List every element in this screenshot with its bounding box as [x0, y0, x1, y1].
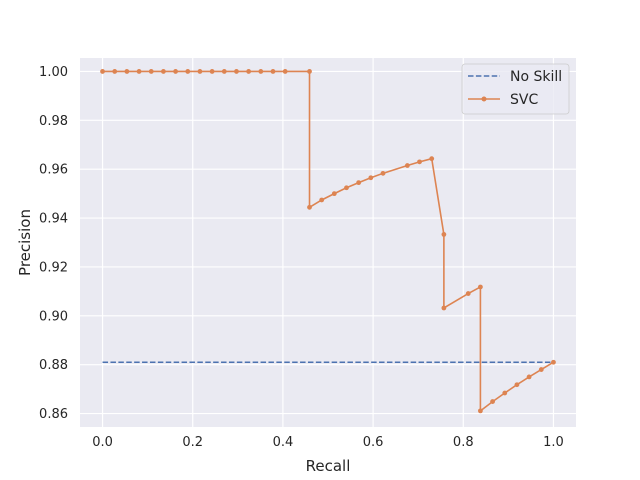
- data-point-svc: [356, 180, 362, 186]
- data-point-svc: [173, 69, 178, 74]
- legend-label-no-skill: No Skill: [510, 69, 562, 85]
- grid-lines: [80, 58, 576, 427]
- legend: No Skill SVC: [461, 63, 570, 115]
- data-point-svc: [478, 408, 483, 414]
- x-tick-label: 0.4: [273, 435, 294, 450]
- data-point-svc: [344, 185, 349, 191]
- data-point-svc: [478, 284, 483, 290]
- data-point-svc: [161, 69, 166, 74]
- x-tick-label: 0.8: [453, 435, 474, 450]
- data-point-svc: [417, 159, 422, 165]
- x-tick-label: 0.2: [182, 435, 203, 450]
- data-point-svc: [112, 69, 118, 74]
- data-point-svc: [465, 291, 471, 296]
- data-point-svc: [319, 197, 325, 203]
- y-tick-label: 0.92: [39, 260, 68, 275]
- data-point-svc: [100, 69, 105, 74]
- data-point-svc: [441, 232, 447, 237]
- data-point-svc: [185, 69, 191, 74]
- data-point-svc: [368, 175, 374, 181]
- data-point-svc: [282, 69, 288, 74]
- data-point-svc: [234, 69, 239, 74]
- data-point-svc: [148, 69, 154, 74]
- data-point-svc: [246, 69, 252, 74]
- data-point-svc: [124, 69, 130, 74]
- data-point-svc: [380, 170, 386, 176]
- y-tick-label: 0.88: [39, 358, 68, 373]
- y-tick-label: 1.00: [39, 65, 68, 80]
- tick-labels: 0.0 0.2 0.4 0.6 0.8 1.0 0.86 0.88 0.90 0.92 0.94 0.…: [39, 65, 564, 450]
- data-point-svc: [526, 374, 532, 380]
- data-point-svc: [441, 305, 447, 311]
- data-point-svc: [197, 69, 203, 74]
- data-point-svc: [551, 359, 556, 365]
- x-axis-label: Recall: [306, 457, 351, 475]
- data-point-svc: [136, 69, 142, 74]
- y-tick-label: 0.96: [39, 163, 68, 178]
- data-point-svc: [331, 191, 337, 197]
- x-tick-label: 0.0: [92, 435, 113, 450]
- legend-marker-svc: [481, 96, 487, 102]
- data-point-svc: [221, 69, 227, 74]
- data-point-svc: [429, 156, 435, 162]
- data-point-svc: [270, 69, 276, 74]
- data-point-svc: [258, 69, 264, 74]
- legend-label-svc: SVC: [510, 92, 538, 108]
- y-axis-label: Precision: [16, 209, 34, 276]
- data-point-svc: [538, 367, 544, 372]
- data-point-svc: [502, 390, 508, 396]
- data-point-svc: [404, 163, 410, 168]
- y-tick-label: 0.94: [39, 212, 68, 227]
- y-tick-label: 0.86: [39, 407, 68, 422]
- data-point-svc: [307, 204, 312, 210]
- data-point-svc: [307, 69, 312, 74]
- y-tick-label: 0.98: [39, 114, 68, 129]
- series-layer: [100, 69, 556, 414]
- plot-background: [80, 58, 576, 427]
- x-tick-label: 0.6: [363, 435, 384, 450]
- y-tick-label: 0.90: [39, 309, 68, 324]
- data-point-svc: [490, 399, 495, 404]
- x-tick-label: 1.0: [543, 435, 564, 450]
- data-point-svc: [209, 69, 215, 74]
- data-point-svc: [514, 382, 520, 388]
